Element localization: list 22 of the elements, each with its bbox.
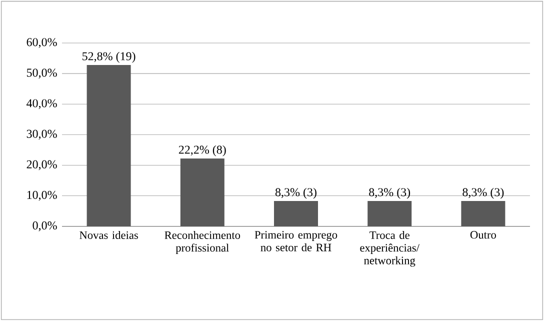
bar <box>274 200 318 226</box>
bar <box>180 158 224 226</box>
x-tick-label: Primeiro emprego no setor de RH <box>254 231 338 252</box>
y-tick-label: 0,0% <box>32 221 57 232</box>
data-label: 52,8% (19) <box>82 52 136 63</box>
data-label: 22,2% (8) <box>178 145 226 156</box>
data-label: 8,3% (3) <box>369 188 410 199</box>
y-tick-label: 50,0% <box>26 68 57 78</box>
x-tick-label: Reconhecimento profissional <box>164 231 240 254</box>
y-tick-label: 10,0% <box>27 190 57 201</box>
x-tick-label: Outro <box>470 231 496 239</box>
x-tick-label: Novas ideias <box>80 231 138 239</box>
data-label: 8,3% (3) <box>462 188 504 199</box>
bar <box>368 200 412 226</box>
bar <box>86 65 131 226</box>
y-tick-label: 30,0% <box>26 130 57 140</box>
bar <box>461 200 506 226</box>
y-tick-label: 60,0% <box>26 38 57 48</box>
y-tick-label: 40,0% <box>26 99 57 110</box>
y-tick-label: 20,0% <box>26 160 57 170</box>
data-label: 8,3% (3) <box>275 188 316 199</box>
x-tick-label: Troca de experiências/ networking <box>360 231 420 267</box>
